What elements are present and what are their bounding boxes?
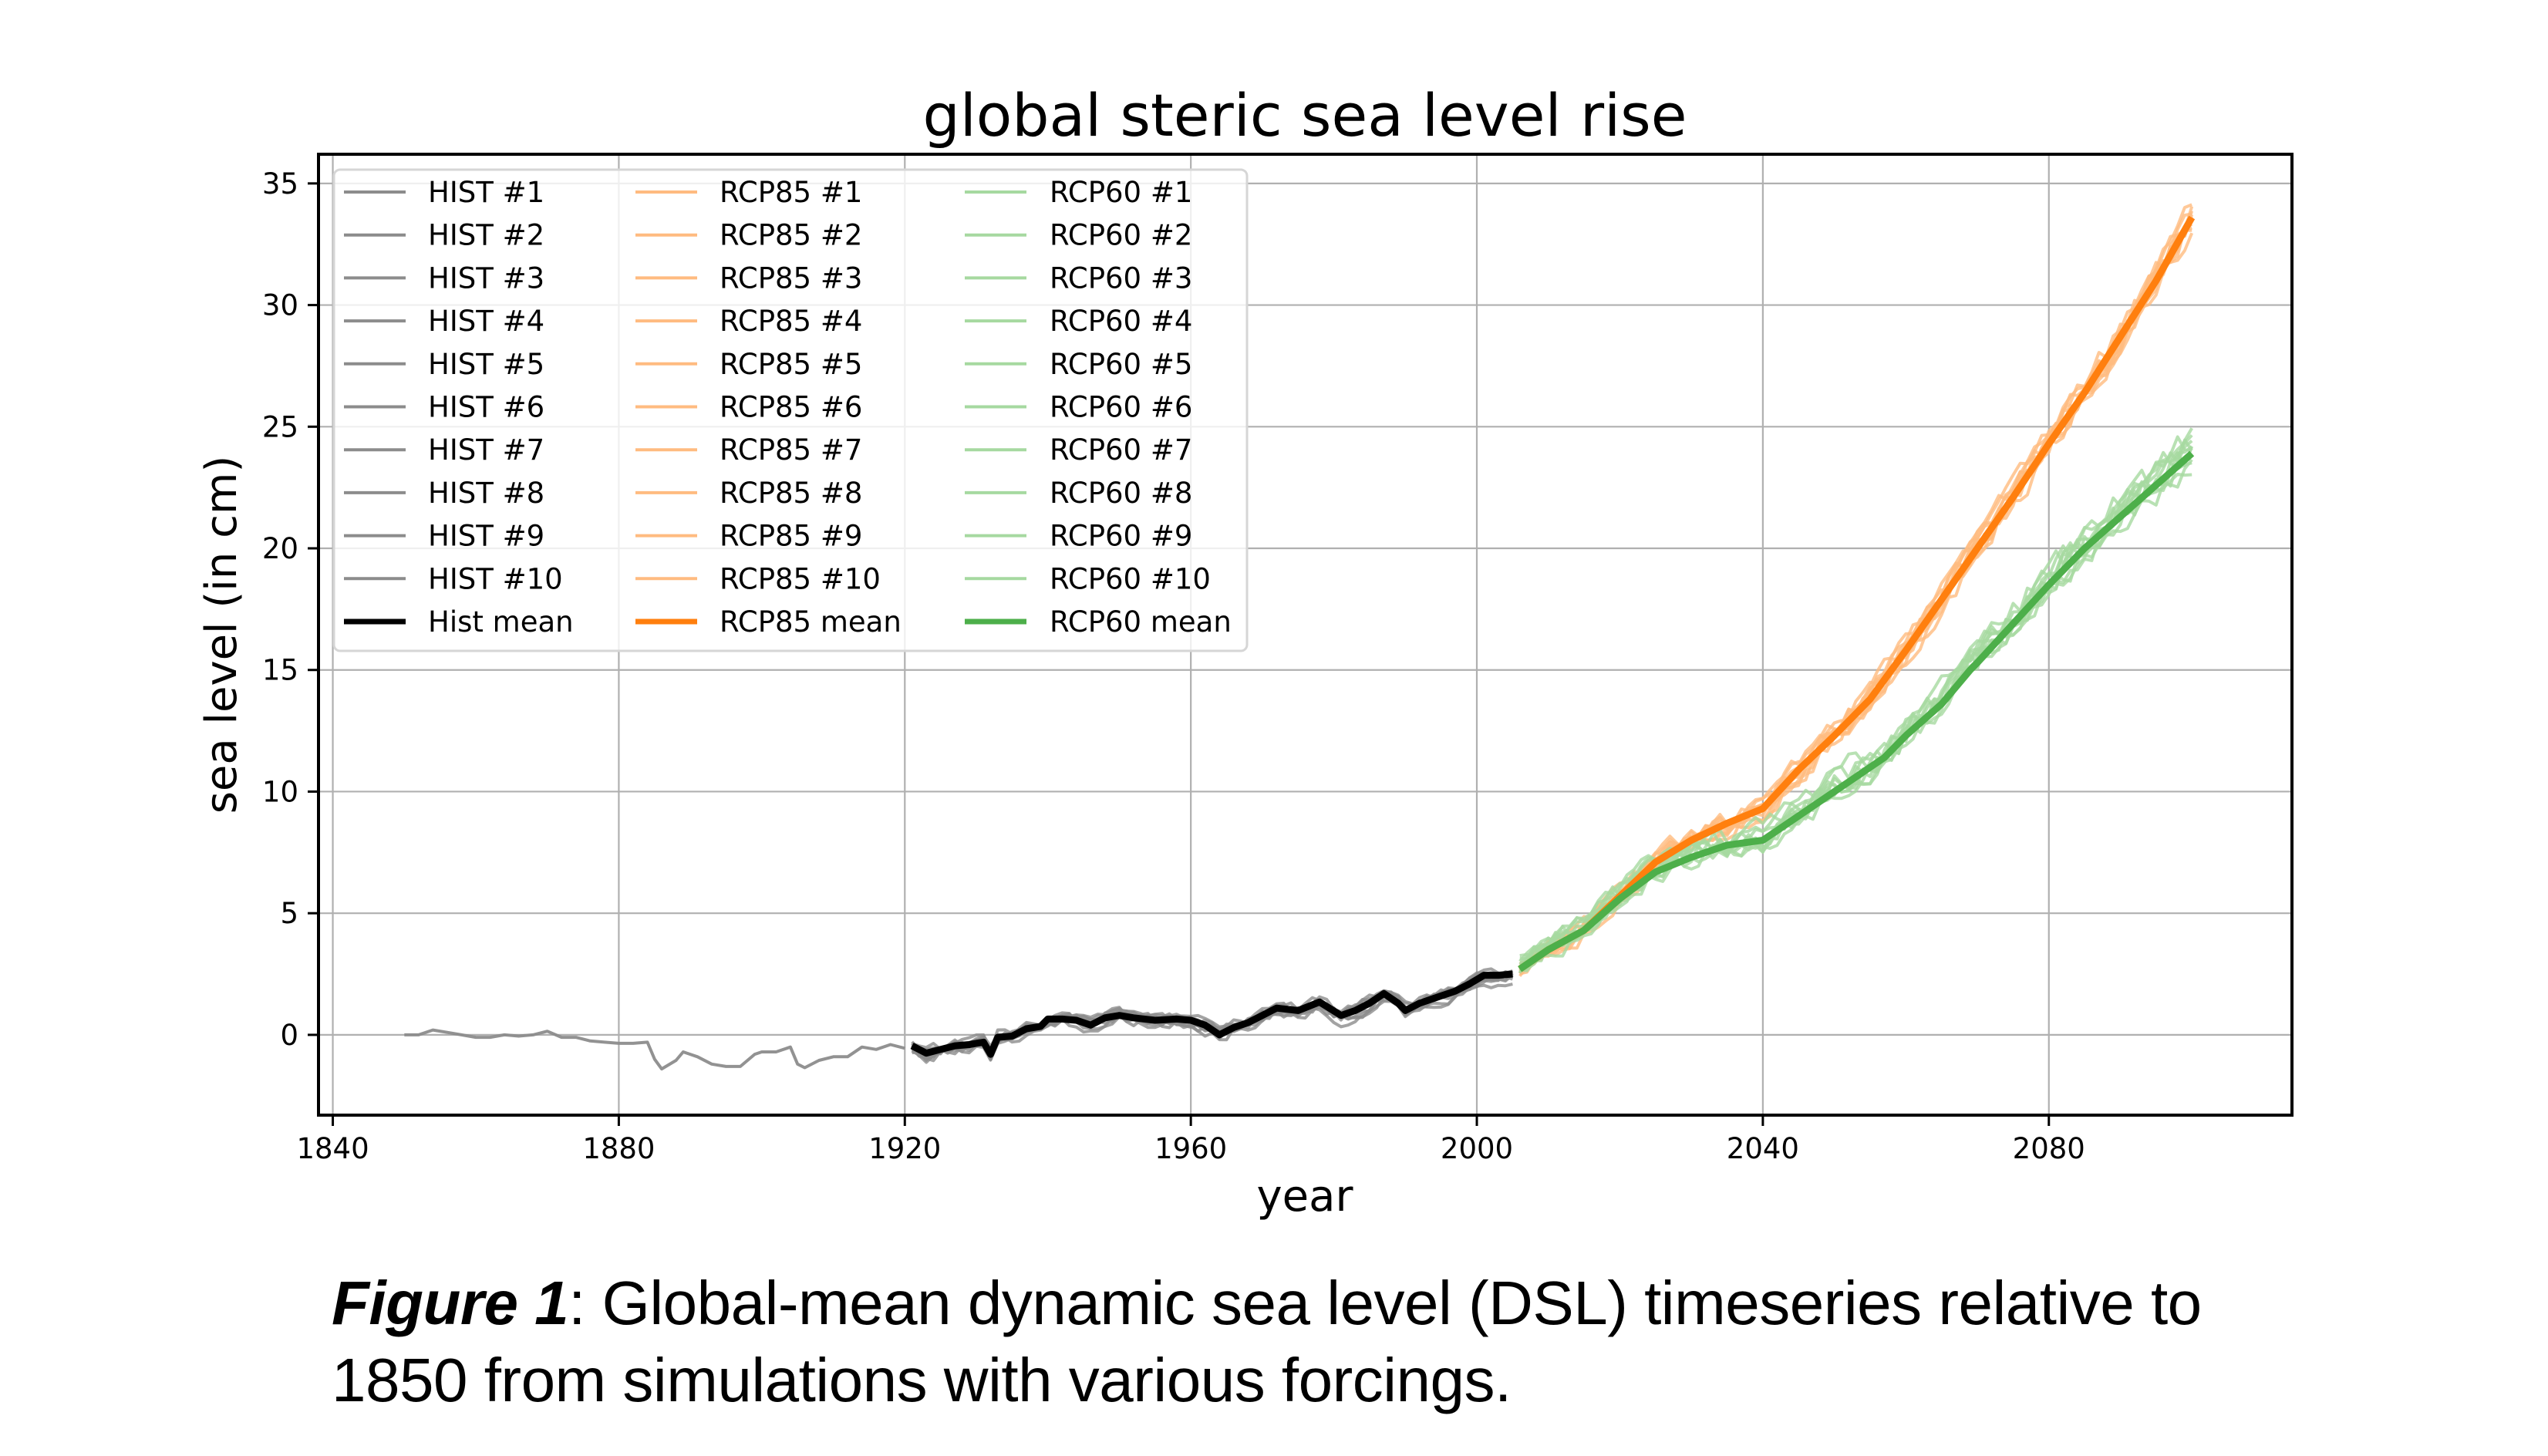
x-tick-label: 1880	[582, 1132, 655, 1165]
series-hist-mean	[910, 970, 1513, 1058]
series-rcp85-member-10	[1518, 214, 2194, 966]
x-tick-label: 2000	[1441, 1132, 1513, 1165]
figure-label: Figure 1	[332, 1269, 569, 1337]
legend-label: HIST #3	[428, 261, 544, 295]
series-rcp85-member-6	[1518, 203, 2192, 970]
axes: 1840 1880 1920 1960 2000 2040 2080 0 5 10 15 20 25 30…	[262, 153, 2294, 1165]
legend-label: Hist mean	[428, 605, 574, 639]
legend-label: RCP60 #1	[1050, 176, 1192, 209]
y-tick-label: 15	[262, 654, 298, 687]
legend-label: RCP85 #4	[720, 305, 862, 338]
legend-frame	[332, 168, 1249, 652]
legend-label: RCP85 #2	[720, 219, 862, 252]
series-rcp60-member-6	[1518, 427, 2193, 962]
legend-label: HIST #8	[428, 477, 544, 510]
y-tick-label: 5	[280, 897, 298, 930]
series-rcp85-member-2	[1519, 222, 2193, 976]
legend-label: RCP85 #5	[720, 348, 862, 381]
legend-label: RCP60 #4	[1050, 305, 1192, 338]
series-hist-member-1	[911, 972, 1514, 1064]
legend-label: RCP60 #9	[1050, 520, 1192, 553]
series-rcp85-mean	[1518, 215, 2196, 972]
figure-caption: Figure 1: Global-mean dynamic sea level …	[332, 1265, 2352, 1419]
series-rcp60-mean	[1518, 450, 2195, 972]
legend-label: RCP85 #6	[720, 391, 862, 424]
series-hist-member-8	[911, 970, 1514, 1058]
series-rcp85-member-9	[1518, 206, 2194, 966]
legend-label: RCP60 #7	[1050, 433, 1192, 467]
series-rcp85-member-1	[1518, 232, 2194, 972]
legend-label: RCP60 #8	[1050, 477, 1192, 510]
legend-label: RCP85 #1	[720, 176, 862, 209]
y-tick-label: 20	[262, 532, 298, 565]
series-rcp85-member-7	[1518, 212, 2192, 973]
legend-label: RCP60 mean	[1050, 605, 1232, 639]
chart-title: global steric sea level rise	[922, 81, 1687, 150]
plot-series	[404, 203, 2196, 1071]
series-hist-early	[404, 1028, 905, 1071]
series-hist-member-3	[911, 972, 1513, 1063]
y-tick-label: 30	[262, 289, 298, 322]
legend-label: HIST #6	[428, 391, 544, 424]
sea-level-chart: HIST #1 HIST #2 HIST #3 HIST #4 HIST #5 HIST …	[197, 81, 2294, 1222]
series-hist-member-5	[911, 975, 1514, 1060]
series-rcp85-member-4	[1518, 211, 2194, 970]
legend-label: HIST #4	[428, 305, 544, 338]
legend-label: RCP85 #10	[720, 562, 881, 595]
y-tick-label: 35	[262, 167, 298, 201]
legend-label: RCP85 #7	[720, 433, 862, 467]
x-axis-label: year	[1257, 1171, 1354, 1222]
legend-label: HIST #5	[428, 348, 544, 381]
legend-label: RCP85 mean	[720, 605, 902, 639]
y-tick-label: 25	[262, 410, 298, 443]
legend-label: RCP85 #9	[720, 520, 862, 553]
axes-frame	[317, 153, 2294, 1117]
legend-label: RCP85 #8	[720, 477, 862, 510]
series-rcp85-member-5	[1518, 216, 2194, 969]
y-tick-label: 10	[262, 775, 298, 808]
series-hist-member-6	[911, 967, 1513, 1062]
legend-label: RCP60 #2	[1050, 219, 1192, 252]
legend-label: HIST #9	[428, 520, 544, 553]
legend-label: RCP60 #6	[1050, 391, 1192, 424]
legend: HIST #1 HIST #2 HIST #3 HIST #4 HIST #5 HIST …	[332, 168, 1249, 652]
x-tick-label: 2080	[2013, 1132, 2085, 1165]
legend-label: RCP85 #3	[720, 261, 862, 295]
legend-label: HIST #7	[428, 433, 544, 467]
series-rcp85-member-3	[1518, 228, 2192, 977]
series-hist-member-10	[911, 969, 1513, 1061]
legend-label: RCP60 #10	[1050, 562, 1211, 595]
x-tick-label: 1840	[296, 1132, 369, 1165]
legend-label: RCP60 #5	[1050, 348, 1192, 381]
x-tick-label: 2040	[1727, 1132, 1799, 1165]
legend-label: RCP60 #3	[1050, 261, 1192, 295]
y-axis-label: sea level (in cm)	[197, 456, 247, 814]
legend-label: HIST #10	[428, 562, 563, 595]
legend-label: HIST #1	[428, 176, 544, 209]
y-tick-label: 0	[280, 1019, 298, 1052]
caption-text: : Global-mean dynamic sea level (DSL) ti…	[332, 1269, 2202, 1414]
x-tick-label: 1920	[868, 1132, 941, 1165]
series-rcp85-member-8	[1518, 226, 2192, 975]
x-tick-label: 1960	[1154, 1132, 1227, 1165]
legend-label: HIST #2	[428, 219, 544, 252]
